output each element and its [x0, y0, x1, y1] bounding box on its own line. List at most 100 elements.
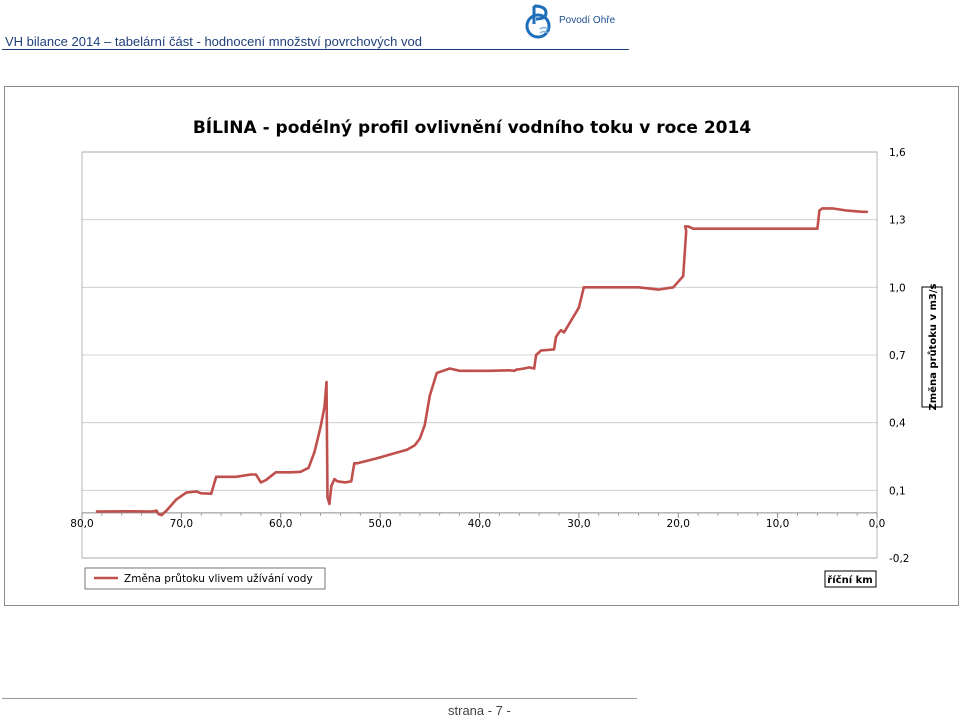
data-point — [313, 450, 316, 454]
data-point — [215, 475, 218, 478]
x-tick-label: 20,0 — [667, 518, 690, 530]
series-points — [95, 207, 869, 517]
data-point — [818, 209, 821, 212]
data-point — [328, 502, 331, 506]
data-point — [200, 492, 203, 495]
data-point — [846, 209, 849, 212]
x-tick-label: 50,0 — [368, 518, 391, 530]
document-header-title: VH bilance 2014 – tabelární část - hodno… — [5, 34, 422, 49]
data-point — [488, 369, 491, 372]
data-point — [831, 207, 834, 210]
data-point — [307, 466, 310, 469]
data-point — [185, 491, 188, 494]
data-point — [325, 380, 328, 384]
x-tick-label: 60,0 — [269, 518, 292, 530]
data-point — [824, 207, 827, 210]
data-point — [562, 331, 566, 334]
data-point — [726, 227, 730, 230]
data-point — [234, 475, 238, 478]
data-point — [523, 367, 526, 370]
data-point — [95, 510, 99, 513]
data-point — [582, 286, 585, 289]
series-line — [96, 207, 868, 517]
y-tick-label: 1,3 — [889, 215, 906, 227]
data-point — [150, 510, 153, 513]
data-point — [597, 286, 600, 289]
data-point — [448, 367, 451, 370]
data-point — [821, 207, 824, 210]
data-point — [130, 510, 133, 513]
data-point — [860, 210, 864, 213]
x-axis-label: říční km — [827, 574, 872, 586]
data-point — [559, 329, 563, 332]
y-axis-ticks: -0,2 0,1 0,4 0,7 1,0 1,3 1,6 — [889, 147, 910, 565]
data-point — [682, 274, 685, 278]
data-point — [319, 426, 322, 429]
data-point — [336, 480, 339, 483]
footer-divider — [2, 698, 637, 699]
data-point — [195, 490, 198, 493]
data-point — [330, 484, 333, 487]
data-point — [299, 470, 302, 473]
plot-area-border — [81, 151, 878, 559]
data-point — [508, 369, 511, 372]
y-tick-label: 1,0 — [889, 282, 906, 294]
data-point — [274, 471, 277, 474]
data-point — [557, 331, 561, 334]
data-point — [264, 479, 267, 482]
data-point — [468, 369, 471, 372]
data-point — [458, 369, 461, 372]
data-point — [554, 335, 558, 339]
data-point — [333, 477, 336, 481]
data-point — [672, 286, 675, 289]
data-point — [533, 367, 536, 370]
x-tick-label: 30,0 — [567, 518, 590, 530]
x-tick-label: 80,0 — [70, 518, 93, 530]
y-tick-label: 0,4 — [889, 418, 906, 430]
data-point — [356, 462, 359, 465]
legend-box — [84, 567, 326, 590]
data-point — [160, 513, 163, 517]
data-point — [323, 405, 326, 409]
data-point — [423, 423, 426, 427]
data-point — [776, 227, 779, 230]
data-point — [350, 480, 353, 483]
y-tick-label: 0,1 — [889, 485, 906, 497]
data-point — [513, 369, 516, 372]
xlabel-box — [824, 570, 877, 588]
data-point — [706, 227, 710, 230]
x-tick-label: 10,0 — [766, 518, 789, 530]
data-point — [577, 306, 581, 309]
y-tick-label: 0,7 — [889, 350, 906, 362]
ylabel-box — [921, 286, 943, 408]
logo-label: Povodí Ohře — [559, 15, 616, 26]
data-point — [435, 371, 438, 375]
data-point — [816, 227, 819, 230]
y-axis-label: Změna průtoku v m3/s — [926, 284, 939, 411]
data-point — [210, 492, 213, 495]
data-point — [428, 394, 431, 397]
data-point — [175, 498, 178, 501]
chart-title: BÍLINA - podélný profil ovlivnění vodníh… — [193, 116, 752, 138]
data-point — [534, 353, 538, 357]
data-point — [259, 481, 263, 484]
data-point — [374, 457, 377, 460]
data-point — [157, 512, 160, 516]
data-point — [418, 437, 422, 440]
x-axis-ticks: 80,0 70,0 60,0 50,0 40,0 30,0 20,0 10,0 0,0 — [70, 512, 886, 530]
data-point — [393, 451, 397, 455]
data-point — [637, 286, 640, 289]
x-tick-label: 0,0 — [869, 518, 886, 530]
data-point — [552, 348, 556, 351]
legend-label: Změna průtoku vlivem užívání vody — [124, 573, 313, 585]
data-point — [155, 509, 158, 512]
y-tick-label: -0,2 — [889, 553, 910, 565]
data-point — [413, 444, 417, 447]
data-point — [684, 225, 687, 228]
x-tick-label: 70,0 — [170, 518, 193, 530]
data-point — [224, 475, 228, 478]
data-point — [165, 509, 168, 512]
povodi-ohre-logo — [525, 4, 551, 39]
data-point — [657, 288, 660, 291]
